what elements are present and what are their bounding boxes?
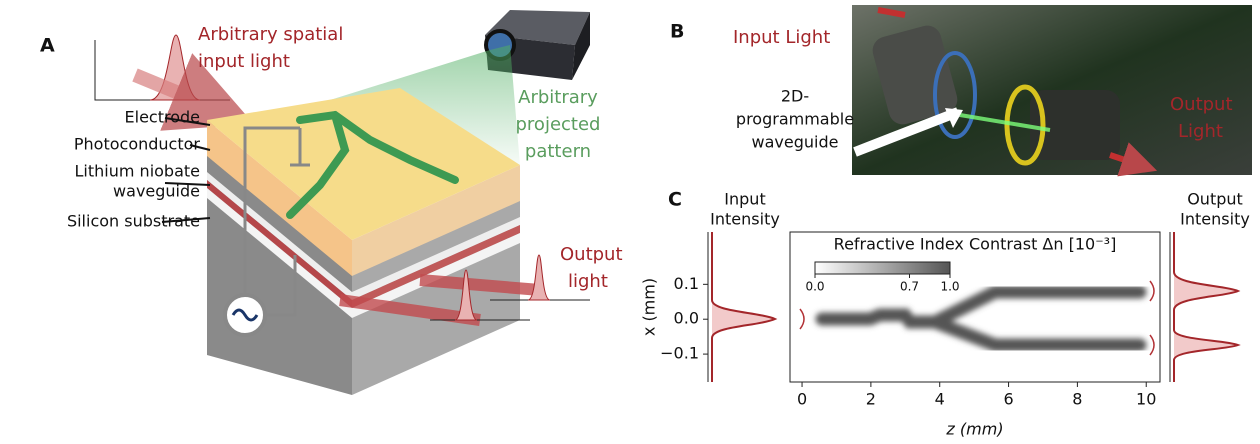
x-axis-label: z (mm) <box>945 420 1003 439</box>
colorbar-tick-label: 0.0 <box>805 280 824 294</box>
panel-title: Output <box>1187 190 1243 209</box>
x-tick-label: 6 <box>1003 390 1013 409</box>
pattern-text: projected <box>516 114 601 135</box>
photo <box>852 5 1252 175</box>
x-tick-label: 0 <box>797 390 807 409</box>
colorbar-tick-label: 1.0 <box>940 280 959 294</box>
waveguide-text: waveguide <box>752 133 839 152</box>
heatmap <box>822 292 1140 345</box>
x-tick-label: 8 <box>1072 390 1082 409</box>
y-tick-label: −0.1 <box>660 344 699 363</box>
x-tick-label: 4 <box>935 390 945 409</box>
x-tick-label: 2 <box>866 390 876 409</box>
panel-label: B <box>670 21 684 43</box>
input-light-text: input light <box>198 51 290 72</box>
layer-label: Lithium niobate <box>75 162 200 181</box>
chart-title: Refractive Index Contrast Δn [10⁻³] <box>834 235 1117 254</box>
y-tick-label: 0.0 <box>674 309 699 328</box>
input-light-text: Input Light <box>733 27 830 48</box>
panel-label: A <box>40 35 55 57</box>
input-light-text: Arbitrary spatial <box>198 24 343 45</box>
colorbar <box>815 262 950 274</box>
waveguide-text: 2D- <box>781 87 809 106</box>
y-axis-label: x (mm) <box>640 278 659 336</box>
waveguide-text: programmable <box>736 110 854 129</box>
panel-label: C <box>668 189 682 211</box>
panel-title: Intensity <box>710 210 780 229</box>
output-light-text: Output <box>560 244 623 265</box>
output-light-text: Light <box>1178 121 1223 142</box>
panel-title: Input <box>724 190 765 209</box>
panel-title: Intensity <box>1180 210 1250 229</box>
y-tick-label: 0.1 <box>674 274 699 293</box>
output-light-text: light <box>568 271 608 292</box>
x-tick-label: 10 <box>1136 390 1156 409</box>
colorbar-tick-label: 0.7 <box>900 280 919 294</box>
layer-label: Photoconductor <box>74 135 201 154</box>
output-light-text: Output <box>1170 94 1233 115</box>
pattern-text: pattern <box>525 141 591 162</box>
pattern-text: Arbitrary <box>518 87 598 108</box>
layer-label: Electrode <box>125 108 200 127</box>
figure: A Arbitrary spatial input light Arbitrar… <box>0 0 1260 440</box>
